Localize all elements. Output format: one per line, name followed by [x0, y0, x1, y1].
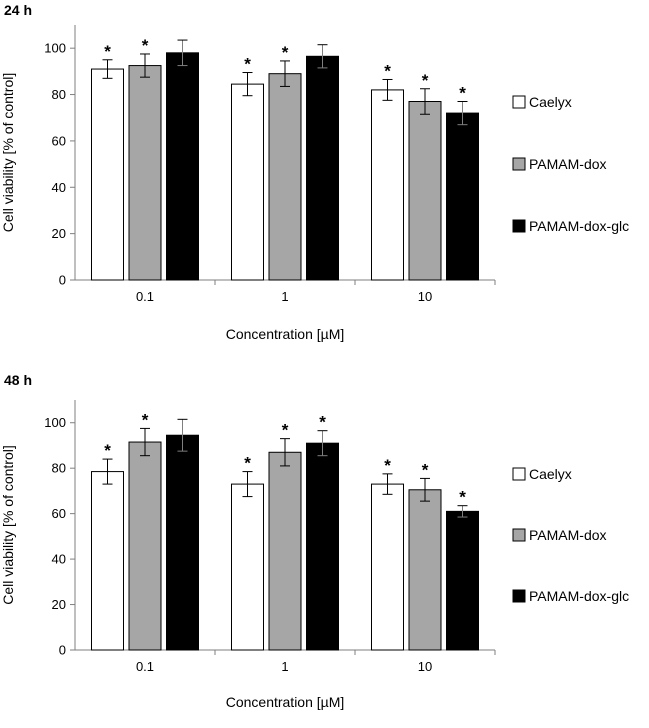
legend-label: Caelyx: [529, 466, 572, 482]
significance-marker: *: [282, 421, 289, 440]
x-tick-label: 10: [418, 289, 432, 304]
y-axis-label: Cell viability [% of control]: [0, 445, 16, 605]
y-tick-label: 60: [52, 133, 66, 148]
legend-label: PAMAM-dox: [529, 156, 607, 172]
bar-caelyx-0.1: [91, 68, 124, 281]
chart-title: 48 h: [4, 372, 32, 388]
bar-pamam-dox-glc-10: [446, 112, 479, 281]
y-tick-label: 0: [59, 273, 66, 288]
x-axis-label: Concentration [µM]: [226, 326, 345, 342]
significance-marker: *: [319, 413, 326, 432]
bar-caelyx-0.1: [91, 471, 124, 651]
legend-swatch-caelyx: [512, 95, 526, 109]
x-tick-label: 0.1: [136, 289, 154, 304]
legend-swatch-pamam-dox: [512, 157, 526, 171]
x-tick-label: 1: [281, 289, 288, 304]
bar-pamam-dox-glc-1: [306, 55, 339, 281]
x-axis-label: Concentration [µM]: [226, 694, 345, 710]
legend-swatch-pamam-dox-glc: [512, 219, 526, 233]
bar-chart-48h: 48 h 0 20 40 60 80 100 Cell viability [% of con…: [0, 372, 629, 710]
significance-marker: *: [422, 460, 429, 479]
bar-pamam-dox-10: [408, 489, 442, 651]
significance-marker: *: [142, 36, 149, 55]
significance-marker: *: [384, 61, 391, 80]
bar-pamam-dox-1: [268, 73, 302, 281]
bar-pamam-dox-glc-0.1: [166, 52, 199, 281]
significance-marker: *: [282, 43, 289, 62]
legend-label: Caelyx: [529, 94, 572, 110]
y-tick-label: 0: [59, 643, 66, 658]
bar-pamam-dox-10: [408, 101, 442, 281]
y-tick-label: 80: [52, 461, 66, 476]
bar-caelyx-10: [371, 89, 404, 281]
bar-pamam-dox-glc-1: [306, 442, 339, 651]
bar-caelyx-1: [231, 483, 264, 651]
chart-panel-48h: 48 h 0 20 40 60 80 100 Cell viability [% of con…: [0, 371, 649, 728]
y-tick-label: 100: [44, 415, 66, 430]
y-tick-label: 20: [52, 226, 66, 241]
significance-marker: *: [244, 55, 251, 74]
y-tick-label: 40: [52, 552, 66, 567]
bar-chart-24h: 24 h 0 20 40 60 80 100 Cell viability [% of con…: [0, 2, 629, 342]
significance-marker: *: [104, 42, 111, 61]
y-axis-label: Cell viability [% of control]: [0, 73, 16, 233]
y-tick-label: 100: [44, 41, 66, 56]
bar-pamam-dox-glc-0.1: [166, 434, 199, 651]
significance-marker: *: [459, 488, 466, 507]
legend-label: PAMAM-dox-glc: [529, 218, 629, 234]
significance-marker: *: [104, 441, 111, 460]
legend-label: PAMAM-dox-glc: [529, 588, 629, 604]
bar-pamam-dox-1: [268, 451, 302, 651]
y-tick-label: 60: [52, 506, 66, 521]
y-tick-label: 80: [52, 87, 66, 102]
significance-marker: *: [384, 456, 391, 475]
x-tick-label: 1: [281, 659, 288, 674]
y-tick-label: 20: [52, 597, 66, 612]
y-tick-label: 40: [52, 180, 66, 195]
legend-swatch-pamam-dox: [512, 528, 526, 542]
significance-marker: *: [422, 71, 429, 90]
legend-swatch-pamam-dox-glc: [512, 589, 526, 603]
bar-pamam-dox-0.1: [128, 441, 162, 651]
bar-pamam-dox-glc-10: [446, 510, 479, 651]
x-tick-label: 0.1: [136, 659, 154, 674]
bar-pamam-dox-0.1: [128, 65, 162, 281]
bar-caelyx-1: [231, 83, 264, 281]
legend-swatch-caelyx: [512, 467, 526, 481]
bar-caelyx-10: [371, 483, 404, 651]
significance-marker: *: [459, 84, 466, 103]
legend-label: PAMAM-dox: [529, 527, 607, 543]
significance-marker: *: [142, 410, 149, 429]
x-tick-label: 10: [418, 659, 432, 674]
significance-marker: *: [244, 454, 251, 473]
chart-panel-24h: 24 h 0 20 40 60 80 100 Cell viability [% of con…: [0, 0, 649, 357]
chart-title: 24 h: [4, 2, 32, 18]
